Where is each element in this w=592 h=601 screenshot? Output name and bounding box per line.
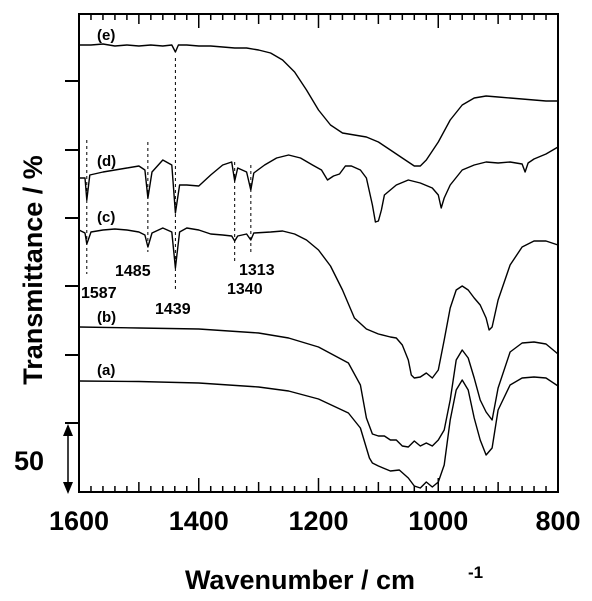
scale-bar: 50 — [14, 424, 73, 494]
peak-label-1313: 1313 — [239, 262, 275, 279]
scale-bar-label: 50 — [14, 446, 44, 476]
peak-label-1340: 1340 — [227, 281, 263, 298]
spectrum-b — [78, 326, 559, 448]
x-axis-title: Wavenumber / cm — [185, 565, 415, 595]
peak-label-1485: 1485 — [115, 263, 151, 280]
x-axis-title-group: Wavenumber / cm -1 — [185, 563, 483, 595]
spectrum-c — [78, 227, 559, 379]
x-tick-label-1200: 1200 — [288, 506, 348, 536]
x-axis-title-superscript: -1 — [468, 563, 483, 582]
spectrum-d — [79, 146, 559, 223]
x-axis-tick-labels: 1600 1400 1200 1000 800 — [49, 506, 581, 536]
plot-border — [78, 13, 559, 493]
scale-bar-arrow-up — [63, 424, 73, 436]
y-axis-title: Transmittance / % — [18, 155, 48, 385]
x-tick-label-1600: 1600 — [49, 506, 109, 536]
left-axis-ticks — [65, 80, 79, 424]
series-label-c: (c) — [97, 209, 115, 226]
x-tick-label-1000: 1000 — [408, 506, 468, 536]
scale-bar-arrow-down — [63, 482, 73, 494]
x-axis-ticks — [78, 14, 559, 492]
series-labels: (a) (b) (c) (d) (e) — [97, 27, 116, 379]
peak-marker-lines — [86, 58, 252, 292]
x-tick-label-1400: 1400 — [169, 506, 229, 536]
spectra-lines — [78, 43, 559, 489]
peak-label-1439: 1439 — [155, 301, 191, 318]
spectrum-e — [79, 43, 558, 167]
peak-labels: 1587 1485 1439 1340 1313 — [81, 262, 275, 318]
plot-frame — [78, 13, 559, 493]
spectrum-a — [78, 376, 559, 489]
series-label-e: (e) — [97, 27, 115, 44]
series-label-a: (a) — [97, 362, 115, 379]
series-label-d: (d) — [97, 153, 116, 170]
x-tick-label-800: 800 — [535, 506, 580, 536]
peak-label-1587: 1587 — [81, 285, 117, 302]
series-label-b: (b) — [97, 309, 116, 326]
